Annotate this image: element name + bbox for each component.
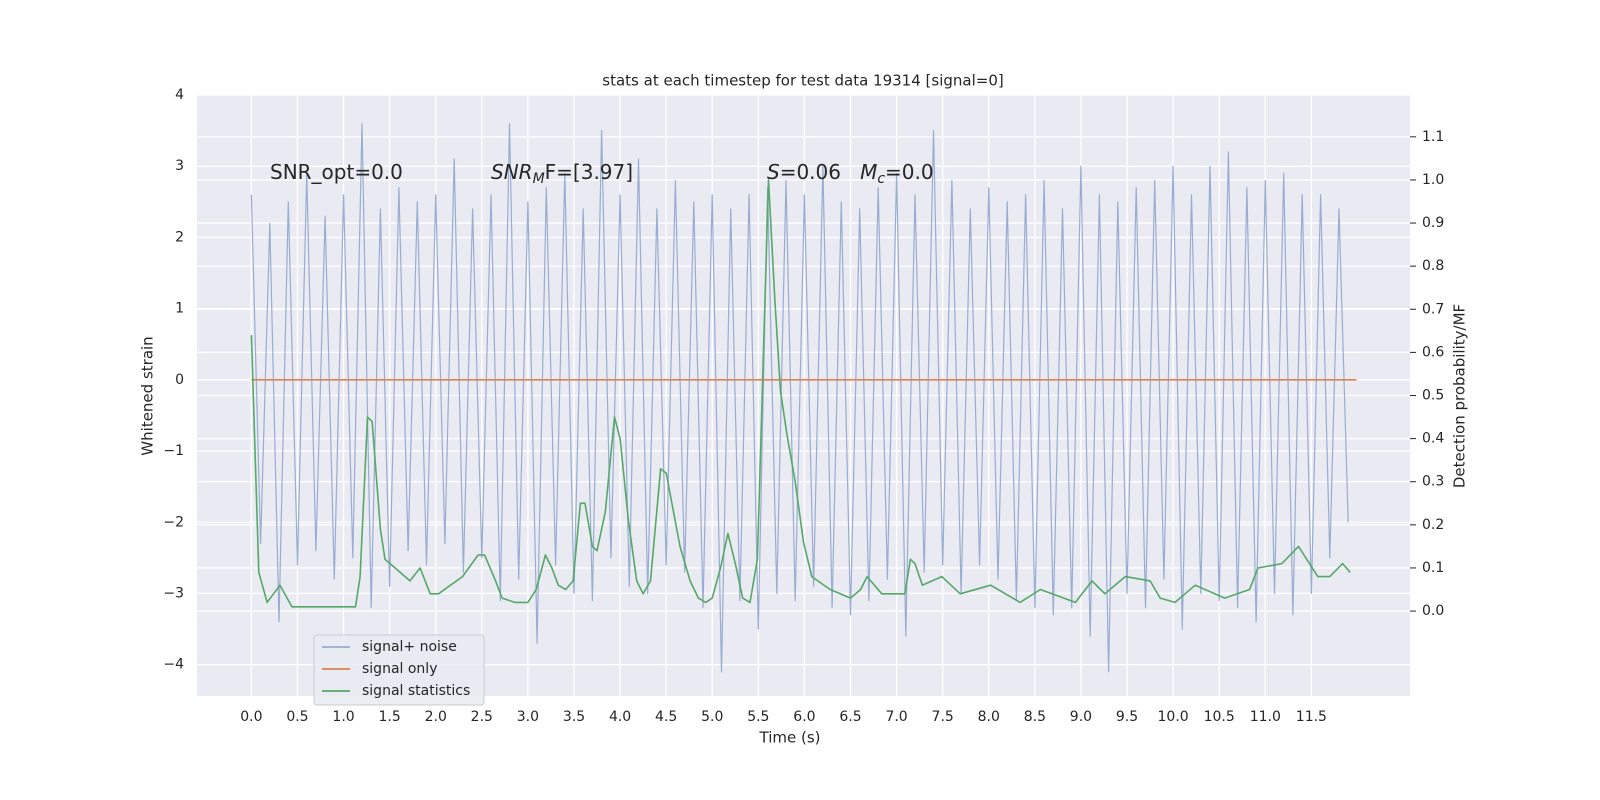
y2-tick-label: 0.0 xyxy=(1422,603,1444,619)
y2-tick-label: 0.1 xyxy=(1422,560,1444,576)
y-tick-label: −2 xyxy=(163,514,184,530)
y-tick-label: −1 xyxy=(163,443,184,459)
y-tick-label: −4 xyxy=(163,657,184,673)
x-tick-label: 7.5 xyxy=(932,709,954,725)
legend-box xyxy=(313,634,485,706)
x-tick-label: 6.0 xyxy=(793,709,815,725)
y-tick-label: 4 xyxy=(175,87,184,103)
x-tick-label: 5.0 xyxy=(701,709,723,725)
annotation-part: c xyxy=(877,171,885,187)
y2-axis-label: Detection probability/MF xyxy=(1451,304,1469,488)
x-tick-label: 0.0 xyxy=(240,709,262,725)
x-tick-label: 4.0 xyxy=(609,709,631,725)
x-tick-label: 6.5 xyxy=(839,709,861,725)
legend-label: signal only xyxy=(362,661,437,677)
annotation-part: SNR xyxy=(491,160,533,184)
x-axis-label: Time (s) xyxy=(759,729,821,747)
y-tick-label: 3 xyxy=(175,158,184,174)
labels: 0.0 0.5 1.0 1.5 2.0 2.5 3.0 3.5 4.0 4.5 5.0 5.5 6.0 6… xyxy=(163,87,1444,725)
y2-tick-label: 0.4 xyxy=(1422,431,1444,447)
annotation-part: =0.06 xyxy=(780,160,860,184)
chart-title: stats at each timestep for test data 193… xyxy=(602,72,1003,90)
y-tick-label: 1 xyxy=(175,301,184,317)
y2-tick-label: 0.7 xyxy=(1422,301,1444,317)
y-tick-label: 0 xyxy=(175,372,184,388)
marks xyxy=(250,122,1357,673)
x-tick-label: 9.5 xyxy=(1116,709,1138,725)
x-tick-label: 7.0 xyxy=(885,709,907,725)
x-tick-label: 1.0 xyxy=(332,709,354,725)
x-tick-label: 0.5 xyxy=(286,709,308,725)
y2-tick-label: 1.0 xyxy=(1422,172,1444,188)
annotation-part: M xyxy=(533,171,545,187)
x-tick-label: 8.5 xyxy=(1024,709,1046,725)
x-tick-label: 8.0 xyxy=(978,709,1000,725)
y-axis-label: Whitened strain xyxy=(139,336,157,455)
y2-tick-label: 0.9 xyxy=(1422,215,1444,231)
annotation: SNR_opt=0.0 xyxy=(270,160,403,184)
y2-tick-label: 0.6 xyxy=(1422,344,1444,360)
x-tick-label: 4.5 xyxy=(655,709,677,725)
y2-tick-label: 0.2 xyxy=(1422,517,1444,533)
annotation-part: SNR_opt=0.0 xyxy=(270,160,403,184)
x-tick-label: 11.5 xyxy=(1296,709,1327,725)
x-tick-label: 9.0 xyxy=(1070,709,1092,725)
legend-label: signal statistics xyxy=(362,683,470,699)
series-line xyxy=(250,179,1351,608)
annotation-part: F=[3.97] xyxy=(545,160,633,184)
annotation: S=0.06 Mc=0.0 xyxy=(767,160,934,188)
x-tick-label: 3.0 xyxy=(517,709,539,725)
x-tick-label: 10.0 xyxy=(1158,709,1189,725)
annotation-part: S xyxy=(767,160,780,184)
y2-tick-label: 1.1 xyxy=(1422,129,1444,145)
annotation: SNRMF=[3.97] xyxy=(491,160,633,188)
series-line xyxy=(250,122,1349,673)
y2-tick-label: 0.3 xyxy=(1422,474,1444,490)
annotation-part: =0.0 xyxy=(885,160,934,184)
annotation-part: M xyxy=(860,160,877,184)
x-tick-label: 5.5 xyxy=(747,709,769,725)
y2-tick-label: 0.8 xyxy=(1422,258,1444,274)
x-tick-label: 2.5 xyxy=(471,709,493,725)
x-tick-label: 10.5 xyxy=(1204,709,1235,725)
y-tick-label: 2 xyxy=(175,229,184,245)
x-tick-label: 11.0 xyxy=(1250,709,1281,725)
x-tick-label: 1.5 xyxy=(379,709,401,725)
x-tick-label: 2.0 xyxy=(425,709,447,725)
x-tick-label: 3.5 xyxy=(563,709,585,725)
legend-label: signal+ noise xyxy=(362,639,457,655)
y-tick-label: −3 xyxy=(163,585,184,601)
y2-tick-label: 0.5 xyxy=(1422,388,1444,404)
